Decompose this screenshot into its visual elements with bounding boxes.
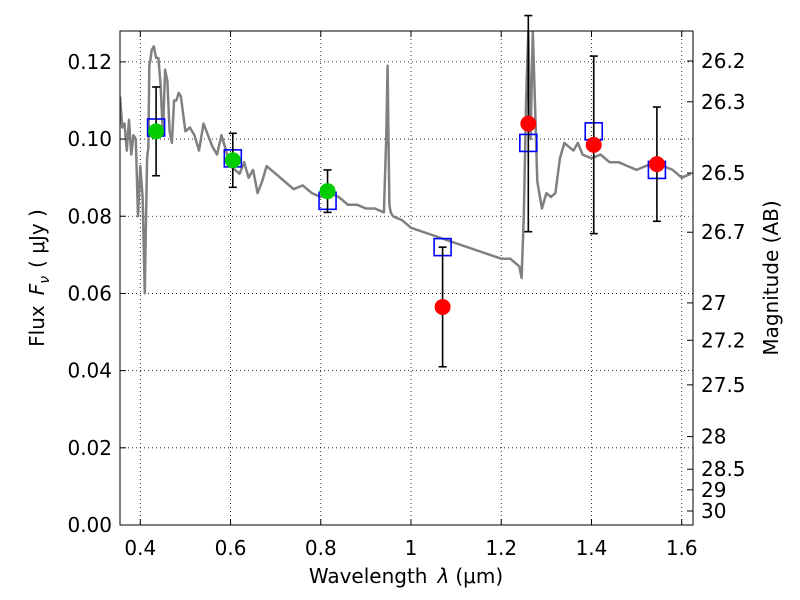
x-tick-label-3: 1: [405, 536, 418, 560]
model-spectrum-line: [120, 31, 692, 295]
y2-tick-label-8: 28.5: [701, 457, 746, 481]
y2-tick-label-6: 27.5: [701, 373, 746, 397]
y2-tick-label-4: 27: [701, 291, 726, 315]
y2-tick-label-2: 26.5: [701, 161, 746, 185]
x-axis-label: Wavelength λ (μm): [309, 564, 503, 588]
x-tick-label-6: 1.6: [666, 536, 698, 560]
observed-optical-point-2: [319, 183, 336, 200]
y2-axis-label: Magnitude (AB): [759, 200, 783, 355]
observed-nir-point-2: [585, 136, 602, 153]
observed-optical-point-0: [148, 123, 165, 140]
plot-background: [120, 31, 693, 525]
x-tick-label-0: 0.4: [124, 536, 156, 560]
series-layer: [120, 31, 692, 295]
y2-tick-label-7: 28: [701, 425, 726, 449]
x-tick-label-4: 1.2: [485, 536, 517, 560]
y-axis-label: Flux Fν ( μJy ): [25, 209, 53, 347]
plot-frame: [119, 30, 694, 526]
y-tick-label-5: 0.10: [67, 127, 112, 151]
x-tick-label-1: 0.6: [215, 536, 247, 560]
y2-tick-label-3: 26.7: [701, 220, 746, 244]
x-tick-label-2: 0.8: [305, 536, 337, 560]
observed-nir-point-0: [434, 298, 451, 315]
y-axis-label-unit: ( μJy ): [25, 209, 49, 268]
x-axis-label-symbol: λ: [437, 564, 450, 588]
x-axis-label-text: Wavelength: [309, 564, 428, 588]
observed-optical-point-1: [224, 152, 241, 169]
y-axis-label-sub: ν: [37, 276, 53, 284]
y-axis-label-text: Flux: [25, 305, 49, 347]
y-tick-label-3: 0.06: [67, 281, 112, 305]
y2-tick-label-9: 29: [701, 478, 726, 502]
y-axis-label-symbol: F: [25, 283, 49, 295]
x-axis-label-unit: (μm): [455, 564, 503, 588]
y-tick-label-2: 0.04: [67, 359, 112, 383]
observed-nir-point-1: [520, 115, 537, 132]
y-tick-label-1: 0.02: [67, 436, 112, 460]
x-tick-label-5: 1.4: [576, 536, 608, 560]
markers-layer: [146, 14, 667, 368]
y2-tick-label-0: 26.2: [701, 49, 746, 73]
ticks-layer: 0.4 0.6 0.8 1 1.2 1.4 1.6 0.00 0.02 0.04 0.06 0.08 0…: [67, 31, 746, 560]
y-tick-label-4: 0.08: [67, 204, 112, 228]
y-tick-label-0: 0.00: [67, 513, 112, 537]
y-tick-label-6: 0.12: [67, 50, 112, 74]
y2-tick-label-5: 27.2: [701, 328, 746, 352]
y2-tick-label-10: 30: [701, 499, 726, 523]
y2-tick-label-1: 26.3: [701, 90, 746, 114]
observed-nir-point-3: [648, 156, 665, 173]
